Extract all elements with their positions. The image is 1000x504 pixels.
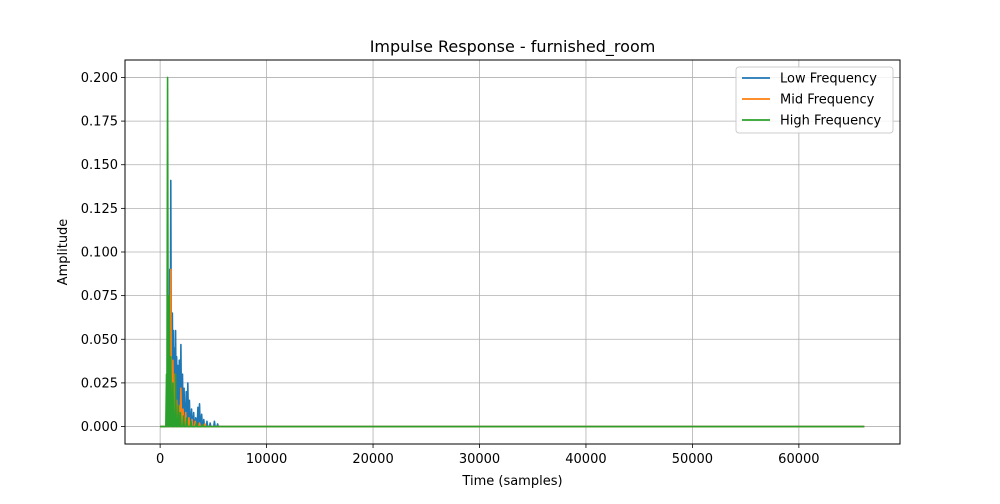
x-tick-label: 10000 (246, 452, 287, 467)
y-tick-label: 0.200 (81, 71, 118, 86)
y-tick-label: 0.150 (81, 158, 118, 173)
y-tick-label: 0.100 (81, 246, 118, 261)
y-tick-label: 0.075 (81, 289, 118, 304)
series-line-high-frequency (160, 76, 865, 428)
legend-label-mid-frequency: Mid Frequency (780, 93, 875, 108)
x-tick-label: 60000 (778, 452, 819, 467)
series-lines (160, 76, 865, 428)
x-tick-label: 30000 (459, 452, 500, 467)
y-tick-label: 0.050 (81, 333, 118, 348)
x-tick-label: 40000 (565, 452, 606, 467)
legend-box (735, 66, 894, 134)
x-tick-label: 20000 (352, 452, 393, 467)
x-axis-label: Time (samples) (461, 474, 562, 489)
y-axis-ticks: 0.000 0.025 0.050 0.075 0.100 0.125 0.150 0.175… (81, 71, 125, 435)
y-tick-label: 0.025 (81, 376, 118, 391)
chart-title: Impulse Response - furnished_room (370, 37, 656, 57)
x-tick-label: 0 (156, 452, 164, 467)
x-axis-ticks: 0 10000 20000 30000 40000 50000 60000 (156, 444, 820, 467)
y-tick-label: 0.125 (81, 202, 118, 217)
series-line-mid-frequency (160, 268, 865, 428)
legend-label-high-frequency: High Frequency (780, 114, 881, 129)
legend-label-low-frequency: Low Frequency (780, 72, 877, 87)
y-tick-label: 0.175 (81, 115, 118, 130)
y-tick-label: 0.000 (81, 420, 118, 435)
y-axis-label: Amplitude (56, 219, 71, 286)
x-tick-label: 50000 (672, 452, 713, 467)
legend: Low Frequency Mid Frequency High Frequency (735, 66, 894, 134)
